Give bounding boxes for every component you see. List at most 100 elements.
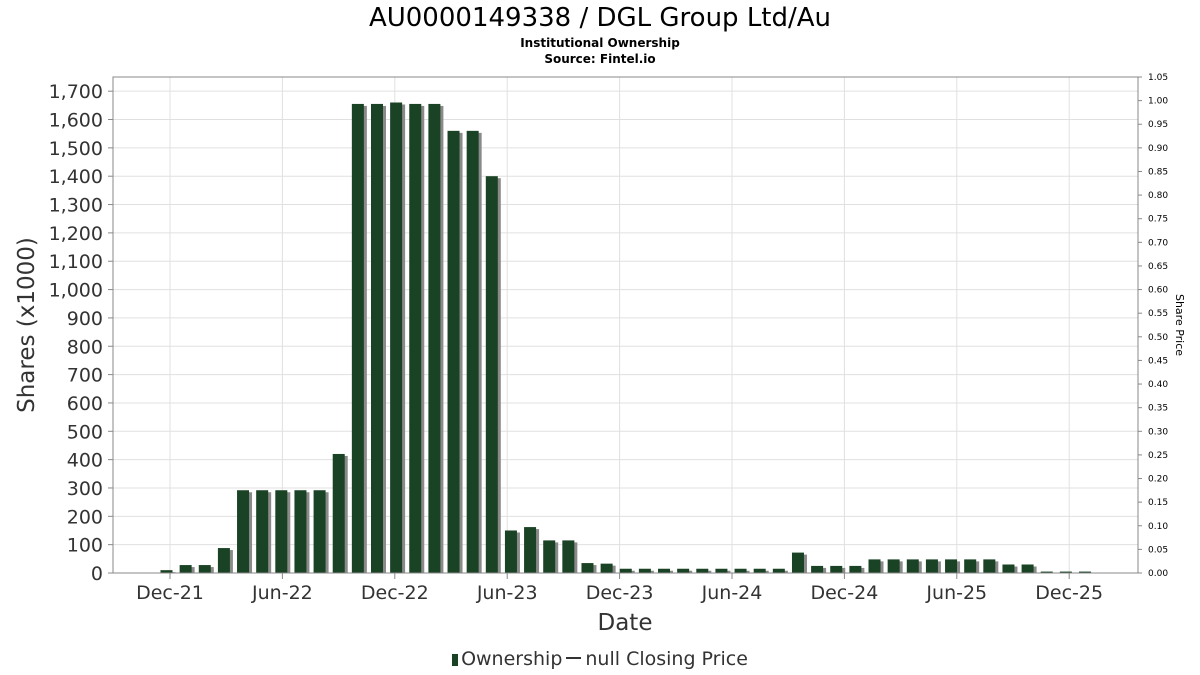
y-tick-label: 200 — [67, 506, 103, 528]
ownership-legend-label: Ownership — [461, 648, 563, 670]
price-legend-line — [566, 657, 582, 659]
x-tick-label: Dec-24 — [810, 582, 878, 604]
bar — [351, 103, 364, 573]
bar — [294, 490, 307, 573]
bar — [925, 559, 938, 573]
bar — [275, 490, 288, 573]
y2-tick-label: 0.15 — [1148, 498, 1168, 508]
y-tick-label: 500 — [67, 421, 103, 443]
y-tick-label: 600 — [67, 393, 103, 415]
y2-tick-label: 0.00 — [1148, 569, 1168, 579]
y-tick-label: 300 — [67, 478, 103, 500]
y2-tick-label: 1.00 — [1148, 97, 1168, 107]
y2-tick-label: 0.40 — [1148, 380, 1168, 390]
y-tick-label: 900 — [67, 308, 103, 330]
bar — [1040, 571, 1053, 573]
bar — [447, 130, 460, 573]
bar — [1002, 564, 1015, 573]
x-tick-label: Jun-22 — [251, 582, 313, 604]
bar — [1021, 564, 1034, 573]
x-axis-label: Date — [598, 610, 653, 636]
x-tick-label: Jun-24 — [701, 582, 763, 604]
y2-tick-label: 0.45 — [1148, 356, 1168, 366]
bar — [715, 568, 728, 573]
y2-tick-label: 0.60 — [1148, 286, 1168, 296]
bar — [179, 565, 192, 573]
chart-subtitle: Institutional Ownership — [520, 36, 680, 50]
bar — [791, 552, 804, 573]
y-tick-label: 1,100 — [49, 251, 103, 273]
y2-tick-label: 0.25 — [1148, 451, 1168, 461]
bar — [734, 568, 747, 573]
x-tick-label: Jun-25 — [925, 582, 987, 604]
bar — [313, 490, 326, 573]
bar — [466, 130, 479, 573]
bar — [332, 453, 345, 573]
y-tick-label: 400 — [67, 450, 103, 472]
y2-tick-label: 0.80 — [1148, 191, 1168, 201]
bar — [504, 530, 517, 573]
y-tick-label: 1,400 — [49, 166, 103, 188]
y-tick-label: 700 — [67, 365, 103, 387]
x-tick-label: Dec-21 — [136, 582, 204, 604]
chart: 0 100 200 300 400 500 600 700 800 900 1,000 1,100 1,… — [14, 73, 1186, 636]
bar — [868, 559, 881, 573]
y2-tick-label: 0.10 — [1148, 522, 1168, 532]
bar — [906, 559, 919, 573]
y2-tick-label: 0.50 — [1148, 333, 1168, 343]
bar — [1059, 571, 1072, 573]
bar — [887, 559, 900, 573]
bar — [485, 176, 498, 573]
y2-tick-label: 0.90 — [1148, 144, 1168, 154]
bar — [217, 548, 230, 573]
bar — [543, 540, 556, 573]
y-tick-label: 1,300 — [49, 195, 103, 217]
y2-tick-label: 0.20 — [1148, 475, 1168, 485]
y2-tick-label: 1.05 — [1148, 73, 1168, 83]
y2-tick-label: 0.75 — [1148, 215, 1168, 225]
bar — [581, 563, 594, 573]
bar — [428, 103, 441, 573]
bar — [849, 565, 862, 573]
bar — [658, 568, 671, 573]
bar — [811, 565, 824, 573]
y-tick-label: 1,200 — [49, 223, 103, 245]
y2-tick-label: 0.65 — [1148, 262, 1168, 272]
bar — [256, 490, 269, 573]
y2-tick-label: 0.70 — [1148, 238, 1168, 248]
x-tick-label: Dec-22 — [361, 582, 429, 604]
bar — [237, 490, 250, 573]
y2-tick-label: 0.35 — [1148, 404, 1168, 414]
y-tick-label: 0 — [91, 563, 103, 585]
bar — [638, 568, 651, 573]
bar — [160, 570, 173, 573]
y2-tick-label: 0.55 — [1148, 309, 1168, 319]
bar — [562, 540, 575, 573]
y-axis-label: Shares (x1000) — [14, 237, 40, 413]
bar — [677, 568, 690, 573]
ownership-legend-swatch — [452, 654, 459, 666]
bar — [945, 559, 958, 573]
y-tick-label: 800 — [67, 336, 103, 358]
bar — [370, 103, 383, 573]
bar — [600, 563, 613, 573]
bar — [1079, 571, 1091, 573]
x-tick-label: Dec-25 — [1035, 582, 1103, 604]
bar — [390, 102, 403, 573]
y-tick-label: 100 — [67, 535, 103, 557]
y-tick-label: 1,700 — [49, 81, 103, 103]
legend: Ownership null Closing Price — [0, 647, 1200, 671]
y-tick-label: 1,000 — [49, 280, 103, 302]
y-tick-label: 1,500 — [49, 138, 103, 160]
price-legend-label: null Closing Price — [585, 648, 748, 670]
bar — [753, 568, 766, 573]
bar — [619, 568, 632, 573]
chart-source: Source: Fintel.io — [544, 52, 656, 66]
x-tick-label: Dec-23 — [586, 582, 654, 604]
bar — [198, 565, 211, 573]
plot-frame — [112, 76, 1139, 574]
bar — [983, 559, 996, 573]
y2-axis-label: Share Price — [1173, 294, 1186, 356]
bar — [830, 565, 843, 573]
y2-tick-label: 0.30 — [1148, 427, 1168, 437]
